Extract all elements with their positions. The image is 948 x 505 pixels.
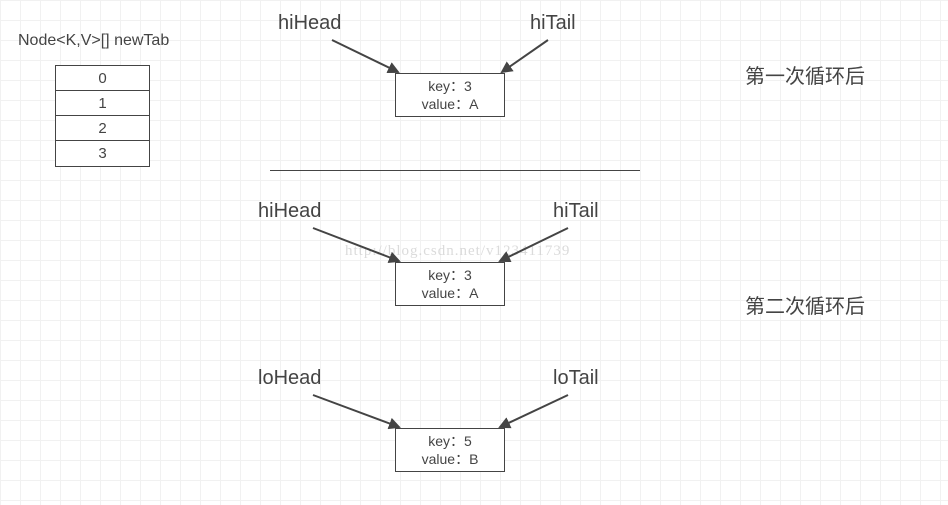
node-key-line: key：5 [396,433,504,451]
array-title: Node<K,V>[] newTab [18,32,169,50]
node-key-label: key： [428,78,464,94]
node-value-value: B [469,451,478,467]
section1-hihead-label: hiHead [278,12,341,35]
node-key-label: key： [428,267,464,283]
array-cell: 2 [56,116,149,141]
section-divider [270,170,640,171]
section2-hitail-label: hiTail [553,200,599,223]
section1-arrow-left [332,40,398,72]
node-value-value: A [469,285,478,301]
section1-caption: 第一次循环后 [745,60,865,89]
node-value-line: value：A [396,96,504,114]
section2-lo-node-box: key：5 value：B [395,428,505,472]
section1-node-box: key：3 value：A [395,73,505,117]
section2-lo-arrow-right [500,395,568,427]
node-value-value: A [469,96,478,112]
node-key-label: key： [428,433,464,449]
node-key-value: 3 [464,78,472,94]
watermark-text: http://blog.csdn.net/v123411739 [345,243,570,260]
section2-caption: 第二次循环后 [745,290,865,319]
array-cell: 1 [56,91,149,116]
node-key-line: key：3 [396,267,504,285]
node-value-label: value： [422,285,469,301]
section2-lohead-label: loHead [258,367,321,390]
node-key-line: key：3 [396,78,504,96]
node-value-line: value：A [396,285,504,303]
section2-lotail-label: loTail [553,367,599,390]
section2-hi-node-box: key：3 value：A [395,262,505,306]
array-cell: 3 [56,141,149,166]
section1-hitail-label: hiTail [530,12,576,35]
section2-lo-arrow-left [313,395,399,427]
node-value-line: value：B [396,451,504,469]
section1-arrow-right [502,40,548,72]
array-table: 0 1 2 3 [55,65,150,167]
node-value-label: value： [422,96,469,112]
node-key-value: 3 [464,267,472,283]
node-value-label: value： [422,451,469,467]
array-cell: 0 [56,66,149,91]
section2-hihead-label: hiHead [258,200,321,223]
node-key-value: 5 [464,433,472,449]
